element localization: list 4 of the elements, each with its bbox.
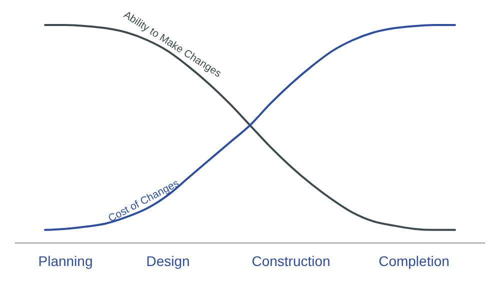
x-tick-label: Completion xyxy=(378,253,450,269)
x-tick-label: Planning xyxy=(38,253,93,269)
x-tick-label: Design xyxy=(146,253,190,269)
x-tick-label: Construction xyxy=(252,253,330,269)
